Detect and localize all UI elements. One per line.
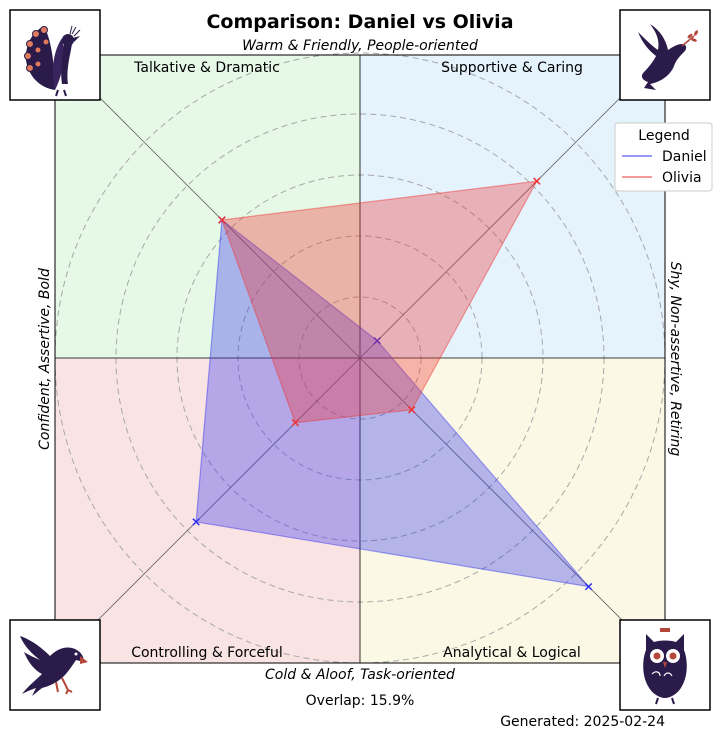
legend-title: Legend bbox=[638, 128, 689, 144]
chart-title: Comparison: Daniel vs Olivia bbox=[206, 11, 513, 33]
axis-label-right: Shy, Non-assertive, Retiring bbox=[667, 262, 683, 457]
axis-diagonal bbox=[55, 53, 361, 359]
axis-label-left: Confident, Assertive, Bold bbox=[37, 268, 53, 450]
data-point-daniel bbox=[373, 337, 381, 345]
series-layer bbox=[192, 177, 593, 591]
legend-box bbox=[614, 122, 713, 192]
quadrant-label-analytical: Analytical & Logical bbox=[443, 645, 581, 661]
axis-diagonal bbox=[359, 53, 665, 359]
generated-date: Generated: 2025-02-24 bbox=[500, 714, 665, 730]
data-point-olivia bbox=[218, 216, 226, 224]
owl-icon bbox=[619, 619, 711, 711]
data-point-olivia bbox=[533, 177, 541, 185]
axis-diagonal bbox=[55, 357, 361, 663]
quadrant-backgrounds bbox=[55, 55, 665, 663]
dove-icon bbox=[619, 9, 711, 101]
axis-label-bottom: Cold & Aloof, Task-oriented bbox=[265, 667, 455, 683]
quadrant-label-controlling: Controlling & Forceful bbox=[131, 645, 283, 661]
legend: Legend Daniel Olivia bbox=[614, 122, 713, 192]
data-point-daniel bbox=[192, 518, 200, 526]
legend-entry-olivia: Olivia bbox=[662, 170, 702, 186]
peacock-icon bbox=[9, 9, 101, 101]
eagle-icon bbox=[9, 619, 101, 711]
data-point-daniel bbox=[584, 582, 593, 591]
legend-entry-daniel: Daniel bbox=[662, 149, 707, 165]
quadrant-label-supportive: Supportive & Caring bbox=[441, 60, 583, 76]
axis-label-top: Warm & Friendly, People-oriented bbox=[242, 38, 478, 54]
data-point-olivia bbox=[408, 406, 416, 414]
quadrant-label-talkative: Talkative & Dramatic bbox=[133, 60, 280, 76]
data-point-olivia bbox=[291, 418, 300, 427]
overlap-text: Overlap: 15.9% bbox=[306, 693, 415, 709]
plot-frame bbox=[54, 54, 666, 664]
